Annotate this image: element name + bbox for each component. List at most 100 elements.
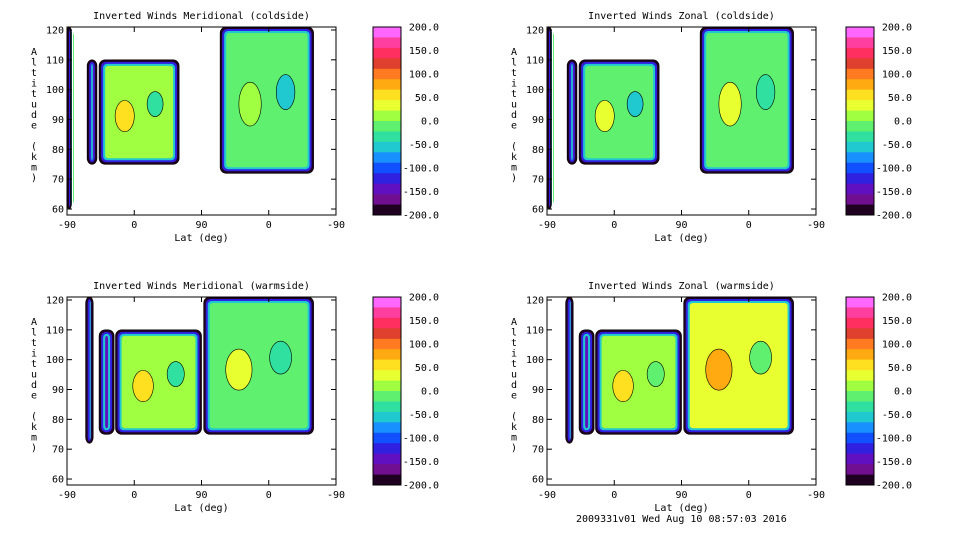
y-tick-label: 120 xyxy=(46,25,64,36)
colorbar-label: 50.0 xyxy=(888,93,912,104)
colorbar-label: 50.0 xyxy=(415,93,439,104)
contour-core xyxy=(91,303,93,438)
colorbar-swatch xyxy=(373,453,401,465)
contour-core xyxy=(105,335,109,429)
chart-title: Inverted Winds Zonal (warmside) xyxy=(588,281,775,292)
colorbar-label: 150.0 xyxy=(882,46,912,57)
colorbar-swatch xyxy=(846,411,874,423)
colorbar-swatch xyxy=(373,183,401,195)
colorbar-label: 100.0 xyxy=(882,70,912,81)
colorbar-label: -150.0 xyxy=(876,457,912,468)
chart-title: Inverted Winds Meridional (warmside) xyxy=(93,281,310,292)
colorbar-swatch xyxy=(373,68,401,80)
colorbar-swatch xyxy=(846,131,874,143)
colorbar-swatch xyxy=(846,89,874,101)
colorbar-swatch xyxy=(846,68,874,80)
colorbar-label: 100.0 xyxy=(882,340,912,351)
colorbar-swatch xyxy=(373,474,401,486)
y-tick-label: 80 xyxy=(532,415,544,426)
contour-region xyxy=(66,26,74,210)
x-tick-label: 90 xyxy=(675,220,687,231)
contour-blob xyxy=(269,340,292,375)
colorbar-swatch xyxy=(373,89,401,101)
y-tick-label: 60 xyxy=(532,205,544,216)
colorbar-swatch xyxy=(846,194,874,206)
contour-core xyxy=(105,65,174,159)
colorbar-label: -50.0 xyxy=(882,140,912,151)
contour-line xyxy=(86,59,98,165)
colorbar-swatch xyxy=(846,432,874,444)
colorbar-frame xyxy=(845,296,875,486)
contour-core xyxy=(585,335,589,429)
colorbar-label: -200.0 xyxy=(876,481,912,492)
contour-blob xyxy=(146,91,164,117)
colorbar-label: -150.0 xyxy=(403,187,439,198)
colorbar-label: 150.0 xyxy=(409,46,439,57)
x-tick-label: 0 xyxy=(131,490,137,501)
contour-region xyxy=(546,26,554,210)
contour-level xyxy=(571,63,573,161)
colorbar-label: -50.0 xyxy=(409,410,439,421)
colorbar-swatch xyxy=(373,121,401,132)
chart-panel-2: Inverted Winds Zonal (coldside) 60 70 80 90 1… xyxy=(511,11,912,244)
colorbar-swatch xyxy=(373,79,401,91)
contour-core xyxy=(585,65,654,159)
colorbar-swatch xyxy=(373,194,401,206)
x-tick-label: 0 xyxy=(266,490,272,501)
colorbar-swatch xyxy=(846,58,874,70)
contour-core xyxy=(73,33,74,204)
contour-core xyxy=(601,335,676,429)
contour-region xyxy=(98,329,115,435)
x-tick-label: 90 xyxy=(675,490,687,501)
contour-level xyxy=(69,29,70,208)
chart-panel-4: Inverted Winds Zonal (warmside) 60 70 80 90 1… xyxy=(511,281,912,514)
x-tick-label: 0 xyxy=(611,490,617,501)
y-tick-label: 90 xyxy=(532,115,544,126)
colorbar-swatch xyxy=(846,422,874,434)
colorbar-swatch xyxy=(846,110,874,122)
colorbar-swatch xyxy=(846,401,874,413)
colorbar-label: -50.0 xyxy=(882,410,912,421)
colorbar-swatch xyxy=(846,380,874,392)
y-tick-label: 80 xyxy=(52,415,64,426)
y-tick-label: 120 xyxy=(526,25,544,36)
colorbar-swatch xyxy=(846,359,874,371)
contour-line xyxy=(578,59,660,165)
y-tick-label: 100 xyxy=(526,85,544,96)
contour-level xyxy=(89,301,91,440)
colorbar-swatch xyxy=(373,432,401,444)
colorbar-swatch xyxy=(846,162,874,174)
contour-level xyxy=(549,29,550,208)
colorbar-swatch xyxy=(373,152,401,164)
colorbar-swatch xyxy=(373,338,401,350)
colorbar-swatch xyxy=(373,110,401,122)
colorbar-label: 50.0 xyxy=(888,363,912,374)
colorbar-label: 150.0 xyxy=(882,316,912,327)
colorbar-swatch xyxy=(373,328,401,340)
x-tick-label: -90 xyxy=(807,490,825,501)
colorbar-label: -150.0 xyxy=(876,187,912,198)
colorbar-frame xyxy=(372,26,402,216)
colorbar-label: 100.0 xyxy=(409,340,439,351)
colorbar-swatch xyxy=(373,204,401,216)
contour-line xyxy=(98,59,180,165)
colorbar-label: 150.0 xyxy=(409,316,439,327)
contour-blob xyxy=(749,340,772,375)
colorbar-swatch xyxy=(373,131,401,143)
colorbar-swatch xyxy=(846,297,874,308)
y-tick-label: 70 xyxy=(532,175,544,186)
colorbar-swatch xyxy=(846,204,874,216)
contour-region xyxy=(566,59,578,165)
colorbar-swatch xyxy=(846,141,874,153)
y-tick-label: 100 xyxy=(46,85,64,96)
x-axis-label: Lat (deg) xyxy=(174,233,228,244)
contour-core xyxy=(573,65,575,159)
y-tick-label: 120 xyxy=(46,295,64,306)
colorbar-swatch xyxy=(846,100,874,112)
contour-core xyxy=(226,33,308,168)
colorbar-swatch xyxy=(373,100,401,112)
contour-region xyxy=(699,26,794,174)
colorbar-swatch xyxy=(846,453,874,465)
